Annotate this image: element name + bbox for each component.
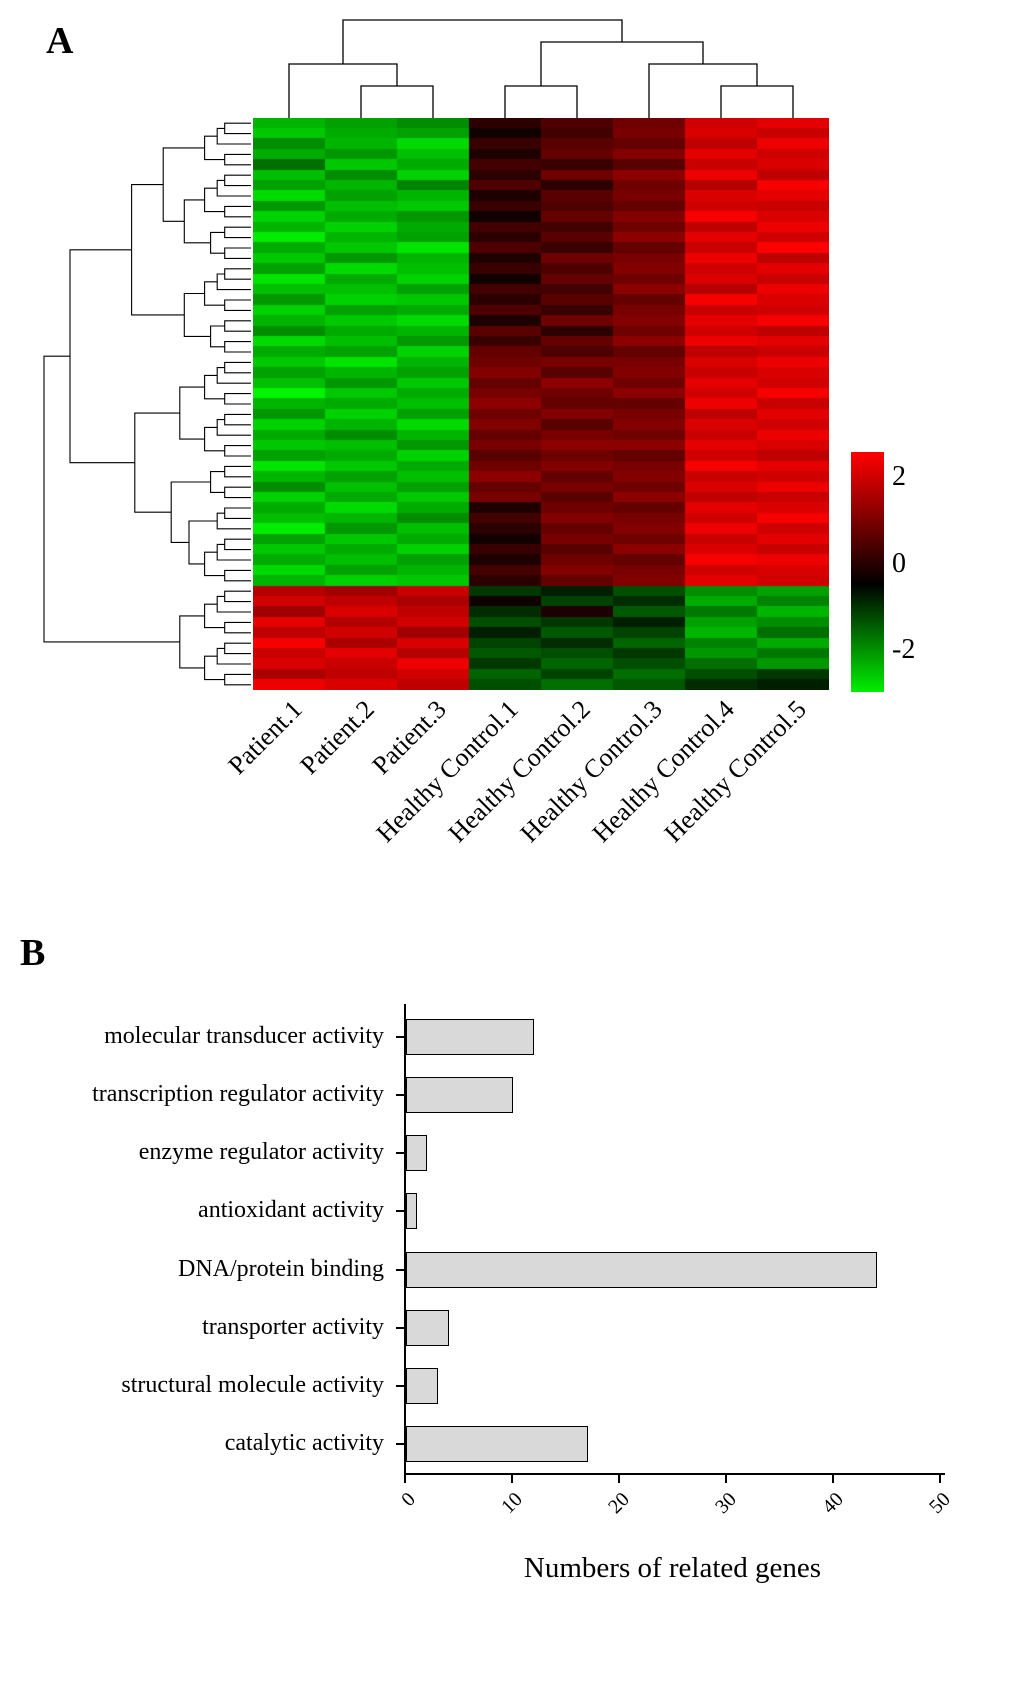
bar-category-label: enzyme regulator activity <box>138 1139 384 1165</box>
x-axis-tick-label: 50 <box>925 1488 955 1518</box>
column-dendrogram-icon <box>288 19 794 118</box>
y-axis-tick <box>396 1327 405 1329</box>
y-axis-tick <box>396 1036 405 1038</box>
y-axis-tick <box>396 1443 405 1445</box>
bar-category-label: antioxidant activity <box>198 1197 384 1223</box>
y-axis-tick <box>396 1210 405 1212</box>
x-axis-tick <box>939 1475 941 1483</box>
bar <box>406 1252 877 1288</box>
bar-plot-area <box>405 1008 942 1473</box>
heatmap <box>253 118 829 690</box>
x-axis-tick <box>832 1475 834 1483</box>
bar-category-label: DNA/protein binding <box>178 1256 384 1282</box>
row-dendrogram-icon <box>40 118 251 690</box>
heatmap-column-label: Patient.1 <box>222 694 309 780</box>
x-axis-tick-label: 10 <box>497 1488 527 1518</box>
color-scale-tick-label: 2 <box>892 461 906 492</box>
x-axis-tick-label: 30 <box>711 1488 741 1518</box>
x-axis-tick <box>511 1475 513 1483</box>
bar-category-labels: molecular transducer activity transcripti… <box>0 1008 396 1473</box>
y-axis-tick <box>396 1385 405 1387</box>
x-axis-tick-label: 20 <box>604 1488 634 1518</box>
x-axis-title: Numbers of related genes <box>523 1552 822 1584</box>
heatmap-column-labels: Patient.1 Patient.2 Patient.3 Healthy Contr… <box>223 694 829 944</box>
x-axis-tick <box>725 1475 727 1483</box>
bar <box>406 1077 513 1113</box>
bar-category-label: molecular transducer activity <box>104 1023 384 1049</box>
heatmap-column-label: Patient.2 <box>294 694 381 780</box>
y-axis-tick <box>396 1152 405 1154</box>
y-axis-line <box>404 1004 406 1475</box>
y-axis-tick <box>396 1094 405 1096</box>
x-axis-tick <box>404 1475 406 1483</box>
x-axis-tick <box>618 1475 620 1483</box>
bar-category-label: catalytic activity <box>224 1430 384 1456</box>
panel-a-label: A <box>46 20 74 62</box>
x-axis-line <box>404 1473 945 1475</box>
color-scale-bar <box>851 452 884 692</box>
bar <box>406 1368 438 1404</box>
color-scale-tick-label: -2 <box>892 634 916 665</box>
color-scale-ticks: 2 0 -2 <box>890 452 950 692</box>
y-axis-tick <box>396 1269 405 1271</box>
x-axis-tick-label: 0 <box>397 1488 420 1511</box>
bar <box>406 1310 449 1346</box>
y-axis-ticks <box>396 1008 405 1473</box>
bar-category-label: structural molecule activity <box>121 1372 384 1398</box>
bar <box>406 1426 588 1462</box>
color-scale-tick-label: 0 <box>892 548 906 579</box>
x-axis-tick-label: 40 <box>818 1488 848 1518</box>
bar <box>406 1019 534 1055</box>
bar-category-label: transcription regulator activity <box>92 1081 384 1107</box>
bar <box>406 1135 427 1171</box>
panel-b-label: B <box>20 932 46 974</box>
bar-category-label: transporter activity <box>202 1314 384 1340</box>
x-axis-tick-labels: 0 10 20 30 40 50 <box>397 1487 955 1557</box>
bar <box>406 1193 417 1229</box>
x-axis-ticks <box>404 1475 945 1485</box>
